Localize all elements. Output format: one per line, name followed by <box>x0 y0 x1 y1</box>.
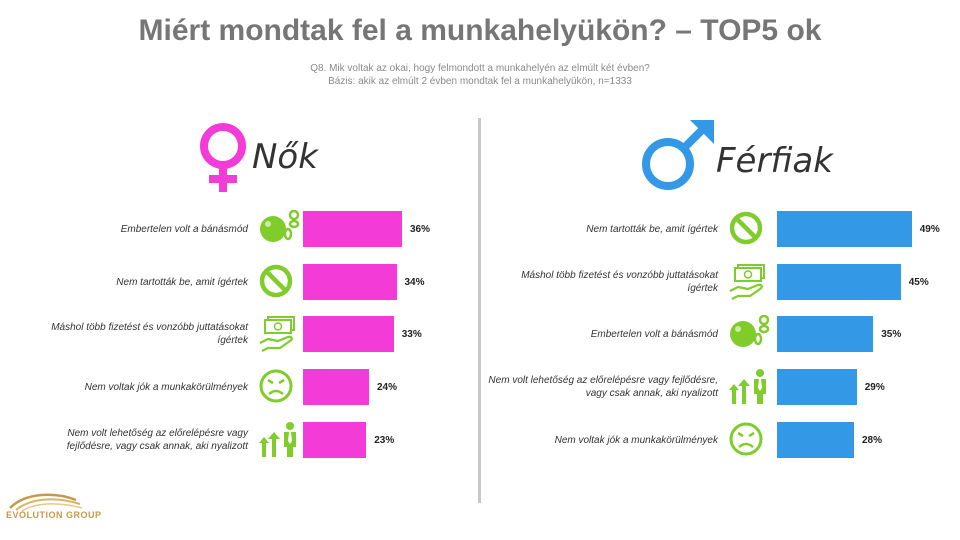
category-label: Embertelen volt a bánásmód <box>590 328 718 340</box>
bar <box>777 211 912 247</box>
ball-and-chain-icon <box>728 314 770 356</box>
page-title: Miért mondtak fel a munkahelyükön? – TOP… <box>138 14 822 47</box>
bar <box>777 264 901 300</box>
bar <box>303 369 369 405</box>
female-symbol-icon <box>200 123 246 192</box>
ball-and-chain-icon <box>258 209 300 251</box>
category-label: Nem tartották be, amit ígértek <box>586 223 718 235</box>
value-label: 36% <box>410 224 431 235</box>
category-label: Máshol több fizetést és vonzóbb juttatás… <box>51 322 248 346</box>
value-label: 23% <box>374 435 395 446</box>
value-label: 24% <box>377 382 398 393</box>
panel-title-women: Nők <box>252 137 318 177</box>
bar <box>777 316 874 352</box>
value-label: 34% <box>404 277 425 288</box>
panel-title-men: Férfiak <box>716 141 833 181</box>
bar <box>303 211 402 247</box>
value-label: 49% <box>919 224 940 235</box>
bar <box>777 422 854 458</box>
bar <box>303 422 367 458</box>
bar <box>777 369 857 405</box>
sad-face-icon <box>728 421 764 462</box>
category-label: Nem volt lehetőség az előrelépésre vagy … <box>488 375 718 399</box>
category-label: Nem tartották be, amit ígértek <box>116 276 248 288</box>
category-label: Nem voltak jók a munkakörülmények <box>84 381 248 393</box>
career-arrows-icon <box>258 421 300 464</box>
category-label: Nem volt lehetőség az előrelépésre vagy … <box>66 428 248 452</box>
evolution-group-logo <box>9 493 83 512</box>
value-label: 45% <box>908 277 929 288</box>
money-hand-icon <box>258 315 298 358</box>
question-text: Q8. Mik voltak az okai, hogy felmondott … <box>310 63 650 74</box>
category-label: Embertelen volt a bánásmód <box>120 223 248 235</box>
value-label: 33% <box>401 329 422 340</box>
value-label: 29% <box>864 382 885 393</box>
no-sign-icon <box>728 210 764 251</box>
basis-text: Bázis: akik az elmúlt 2 évben mondtak fe… <box>328 76 632 87</box>
male-symbol-icon <box>642 120 714 190</box>
career-arrows-icon <box>728 368 770 411</box>
logo-text: EVOLUTION GROUP <box>6 510 102 520</box>
value-label: 35% <box>881 329 902 340</box>
bar <box>303 264 397 300</box>
panel-divider <box>478 118 481 503</box>
bar <box>303 316 394 352</box>
sad-face-icon <box>258 368 294 409</box>
category-label: Nem voltak jók a munkakörülmények <box>554 434 718 446</box>
category-label: Máshol több fizetést és vonzóbb juttatás… <box>521 270 718 294</box>
no-sign-icon <box>258 263 294 304</box>
value-label: 28% <box>862 435 883 446</box>
money-hand-icon <box>728 263 768 306</box>
